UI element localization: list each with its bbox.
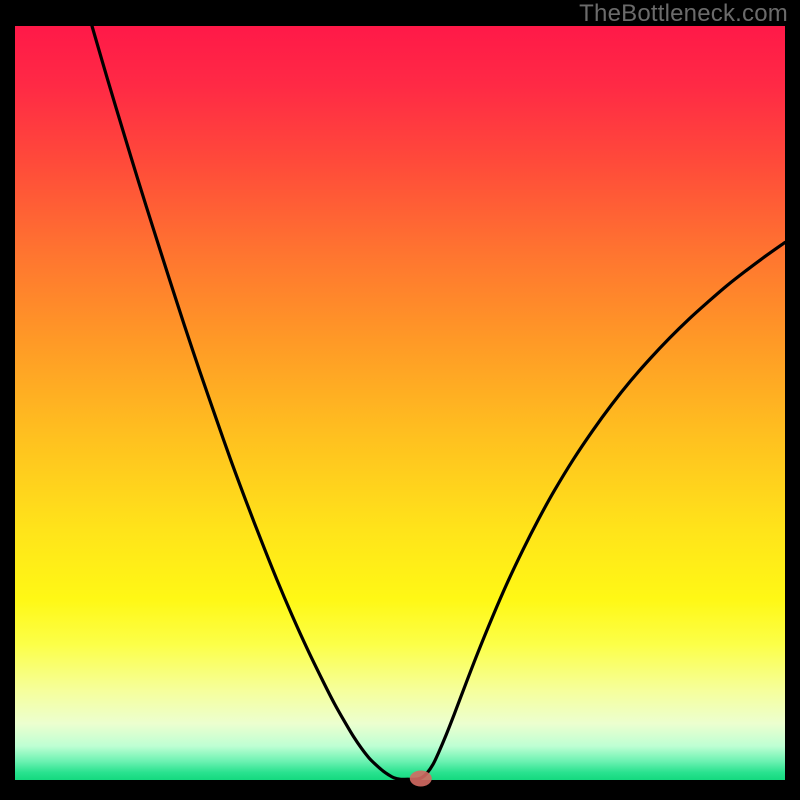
optimum-marker	[410, 770, 432, 786]
bottleneck-line-chart	[0, 0, 800, 800]
chart-container: TheBottleneck.com	[0, 0, 800, 800]
gradient-background	[15, 26, 785, 780]
